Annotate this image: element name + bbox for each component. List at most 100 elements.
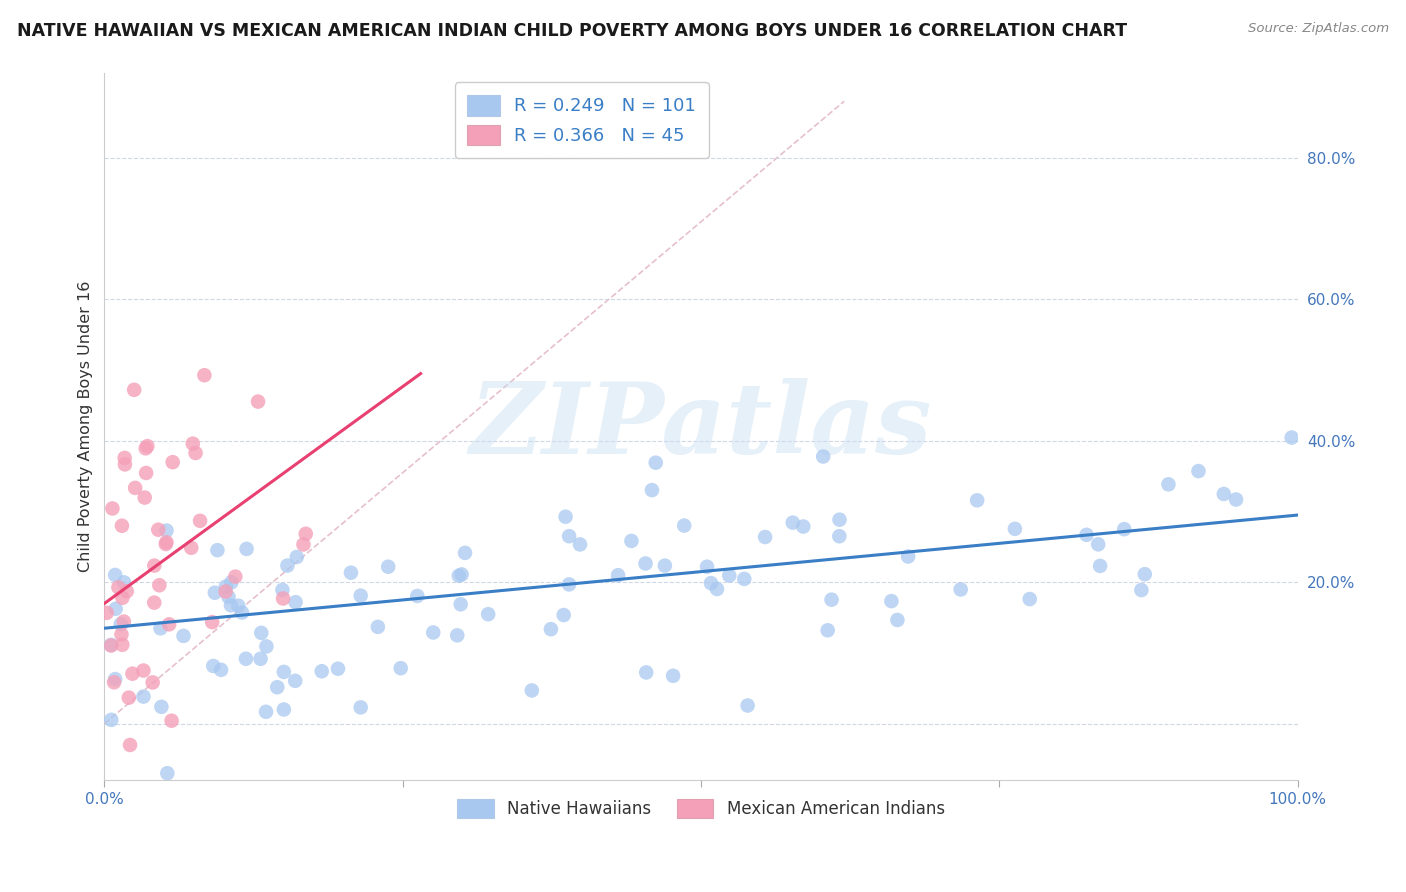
Point — [292, 537, 315, 551]
Point — [115, 584, 138, 599]
Point — [949, 582, 972, 597]
Point — [641, 483, 664, 497]
Point — [202, 659, 225, 673]
Point — [558, 529, 581, 543]
Point — [733, 572, 755, 586]
Point — [820, 592, 842, 607]
Point — [350, 589, 373, 603]
Point — [828, 529, 851, 543]
Point — [155, 535, 177, 549]
Point — [114, 450, 136, 465]
Point — [122, 383, 145, 397]
Point — [100, 638, 122, 652]
Point — [450, 567, 472, 582]
Point — [1187, 464, 1209, 478]
Point — [110, 627, 132, 641]
Point — [276, 558, 298, 573]
Point — [285, 549, 308, 564]
Point — [101, 501, 124, 516]
Point — [96, 606, 118, 620]
Point — [121, 666, 143, 681]
Point — [136, 439, 159, 453]
Point — [156, 766, 179, 780]
Point — [1133, 567, 1156, 582]
Point — [1281, 431, 1303, 445]
Point — [111, 591, 134, 605]
Point — [132, 664, 155, 678]
Point — [235, 651, 257, 665]
Point — [1212, 487, 1234, 501]
Point — [143, 558, 166, 573]
Point — [1157, 477, 1180, 491]
Point — [193, 368, 215, 383]
Point — [696, 559, 718, 574]
Point — [134, 491, 156, 505]
Point — [155, 524, 177, 538]
Point — [1087, 537, 1109, 551]
Point — [155, 537, 177, 551]
Text: ZIPatlas: ZIPatlas — [470, 378, 932, 475]
Point — [447, 568, 470, 582]
Point — [654, 558, 676, 573]
Point — [520, 683, 543, 698]
Point — [540, 622, 562, 636]
Point — [219, 599, 242, 613]
Point — [221, 575, 243, 590]
Point — [249, 652, 271, 666]
Point — [173, 629, 195, 643]
Point — [112, 615, 135, 629]
Point — [104, 568, 127, 582]
Point — [104, 601, 127, 615]
Point — [367, 620, 389, 634]
Point — [107, 580, 129, 594]
Point — [148, 523, 170, 537]
Point — [142, 675, 165, 690]
Point — [124, 481, 146, 495]
Point — [100, 639, 122, 653]
Point — [143, 596, 166, 610]
Point — [828, 513, 851, 527]
Point — [254, 640, 277, 654]
Point — [880, 594, 903, 608]
Point — [135, 466, 157, 480]
Point — [294, 526, 316, 541]
Point — [754, 530, 776, 544]
Point — [273, 702, 295, 716]
Point — [231, 606, 253, 620]
Point — [897, 549, 920, 564]
Point — [110, 617, 132, 632]
Point — [1225, 492, 1247, 507]
Point — [1114, 522, 1136, 536]
Point — [569, 537, 592, 551]
Point — [662, 669, 685, 683]
Point — [188, 514, 211, 528]
Point — [209, 663, 232, 677]
Point — [377, 559, 399, 574]
Point — [450, 597, 472, 611]
Point — [966, 493, 988, 508]
Point — [636, 665, 658, 680]
Point — [350, 700, 373, 714]
Point — [406, 589, 429, 603]
Point — [340, 566, 363, 580]
Point — [1088, 558, 1111, 573]
Text: NATIVE HAWAIIAN VS MEXICAN AMERICAN INDIAN CHILD POVERTY AMONG BOYS UNDER 16 COR: NATIVE HAWAIIAN VS MEXICAN AMERICAN INDI… — [17, 22, 1128, 40]
Point — [284, 673, 307, 688]
Point — [326, 662, 349, 676]
Point — [706, 582, 728, 596]
Point — [644, 456, 666, 470]
Point — [135, 442, 157, 456]
Point — [266, 680, 288, 694]
Point — [620, 533, 643, 548]
Text: Source: ZipAtlas.com: Source: ZipAtlas.com — [1249, 22, 1389, 36]
Point — [792, 519, 814, 533]
Point — [215, 584, 238, 599]
Point — [811, 450, 834, 464]
Point — [201, 615, 224, 629]
Point — [118, 738, 141, 752]
Point — [558, 577, 581, 591]
Point — [607, 568, 630, 582]
Point — [111, 638, 134, 652]
Point — [254, 705, 277, 719]
Point — [477, 607, 499, 622]
